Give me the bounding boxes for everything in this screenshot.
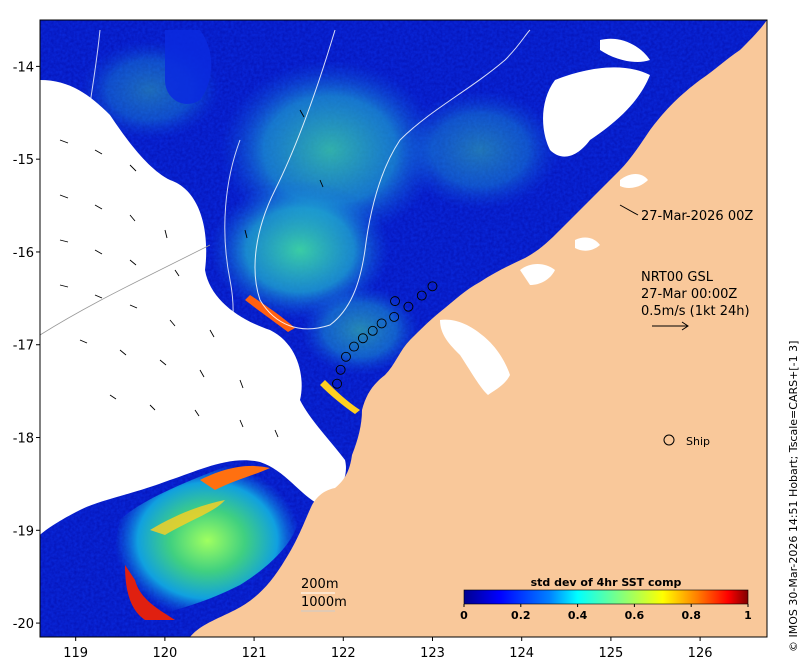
ship-position bbox=[332, 378, 342, 389]
inlet-3 bbox=[620, 174, 648, 188]
y-tick-label: -17 bbox=[13, 339, 34, 354]
x-axis: 119 120 121 122 123 124 125 126 bbox=[63, 637, 713, 661]
colorbar-tick-label: 0.6 bbox=[625, 609, 645, 622]
sst-warm-band bbox=[150, 500, 225, 535]
king-sound bbox=[440, 319, 510, 395]
x-tick-label: 119 bbox=[63, 646, 88, 661]
contour-1000 bbox=[40, 139, 241, 486]
contour-1000-cloud bbox=[40, 244, 211, 336]
contour-200-label: 200m bbox=[301, 577, 338, 592]
contour-1000-west bbox=[59, 29, 101, 281]
map-frame bbox=[39, 19, 768, 638]
colorbar-ticks: 0 0.2 0.4 0.6 0.8 1 bbox=[460, 604, 752, 622]
sst-hot-edge-north bbox=[200, 465, 270, 490]
ship-position bbox=[349, 341, 359, 352]
colorbar: std dev of 4hr SST comp 0 0.2 0.4 0.6 0.8 1 bbox=[460, 576, 752, 622]
ship-position bbox=[403, 301, 414, 312]
sst-patch-coast bbox=[300, 285, 420, 375]
x-tick-label: 124 bbox=[509, 646, 534, 661]
sst-patch-mid bbox=[210, 180, 390, 320]
current-scale: 0.5m/s (1kt 24h) bbox=[641, 304, 750, 319]
ship-position bbox=[389, 311, 400, 322]
y-tick-label: -16 bbox=[13, 246, 34, 261]
ship-position bbox=[376, 318, 387, 329]
contour-200 bbox=[254, 29, 531, 330]
ocean-gap-north bbox=[165, 30, 212, 104]
x-tick-label: 125 bbox=[598, 646, 623, 661]
ship-position bbox=[367, 325, 378, 336]
map-field bbox=[40, 20, 767, 637]
ship-position bbox=[335, 364, 346, 375]
ship-track bbox=[332, 281, 438, 389]
x-tick-label: 120 bbox=[152, 646, 177, 661]
credit-text: © IMOS 30-Mar-2026 14:51 Hobart; Tscale=… bbox=[787, 341, 800, 652]
sst-patch-east bbox=[400, 90, 560, 210]
time-label: 27-Mar-2026 00Z bbox=[641, 209, 753, 224]
ship-position bbox=[416, 290, 427, 301]
colorbar-tick-label: 1 bbox=[744, 609, 752, 622]
ship-legend-label: Ship bbox=[686, 435, 710, 448]
land-mass bbox=[190, 20, 767, 637]
cloud-mask-east bbox=[543, 67, 650, 157]
contour-1000-label: 1000m bbox=[301, 595, 347, 610]
time-label-pointer bbox=[619, 204, 639, 216]
y-tick-label: -14 bbox=[13, 60, 34, 75]
sst-hot-edge-south bbox=[125, 565, 175, 620]
colorbar-title: std dev of 4hr SST comp bbox=[531, 576, 682, 589]
sst-warm-edge-coast bbox=[320, 380, 360, 414]
ship-position bbox=[427, 281, 438, 292]
x-tick-label: 122 bbox=[331, 646, 356, 661]
cloud-mask-northeast bbox=[600, 38, 650, 62]
ship-position bbox=[390, 296, 400, 307]
current-scale-arrow bbox=[652, 321, 689, 331]
current-vectors bbox=[59, 109, 324, 438]
ship-position bbox=[341, 351, 351, 362]
x-tick-label: 123 bbox=[420, 646, 445, 661]
ship-position bbox=[357, 333, 368, 344]
y-tick-label: -19 bbox=[13, 524, 34, 539]
ship-legend-icon bbox=[663, 434, 675, 446]
sst-patch-south bbox=[114, 463, 301, 618]
colorbar-tick-label: 0 bbox=[460, 609, 468, 622]
current-title: NRT00 GSL bbox=[641, 270, 714, 285]
inlet-1 bbox=[520, 264, 555, 285]
cloud-mask-west bbox=[40, 80, 346, 535]
y-tick-label: -20 bbox=[13, 617, 34, 632]
colorbar-gradient bbox=[463, 589, 749, 605]
colorbar-tick-label: 0.4 bbox=[568, 609, 588, 622]
current-time: 27-Mar 00:00Z bbox=[641, 287, 737, 302]
y-axis: -14 -15 -16 -17 -18 -19 -20 bbox=[13, 60, 40, 632]
x-tick-label: 126 bbox=[688, 646, 713, 661]
colorbar-tick-label: 0.2 bbox=[511, 609, 531, 622]
y-tick-label: -18 bbox=[13, 432, 34, 447]
colorbar-tick-label: 0.8 bbox=[681, 609, 701, 622]
x-tick-label: 121 bbox=[242, 646, 267, 661]
y-tick-label: -15 bbox=[13, 153, 34, 168]
inlet-2 bbox=[575, 237, 600, 251]
